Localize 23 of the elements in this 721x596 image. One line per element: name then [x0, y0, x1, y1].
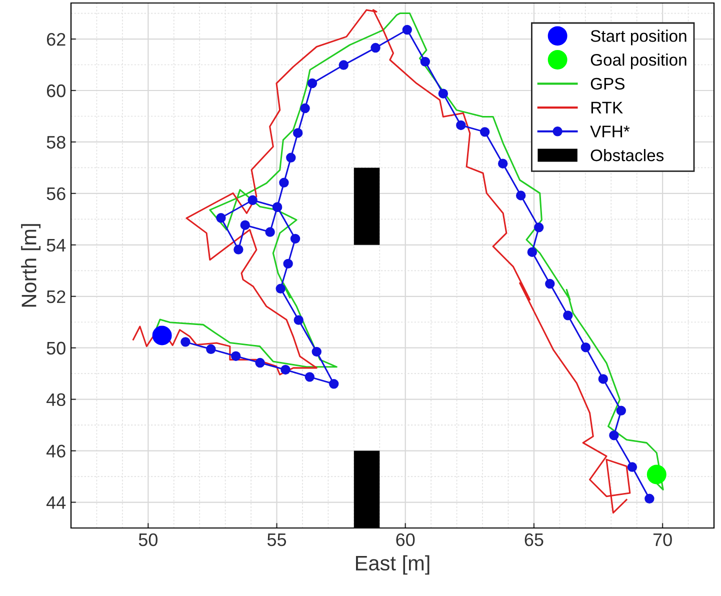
y-tick-label: 60	[46, 84, 66, 98]
y-tick-label: 50	[46, 342, 66, 355]
x-tick-label: 50	[138, 533, 158, 546]
legend-label: Obstacles	[590, 149, 664, 162]
y-axis-title: North [m]	[21, 224, 40, 307]
y-tick-label: 46	[46, 444, 66, 458]
x-tick-label: 60	[396, 533, 415, 546]
legend-label: Start position	[590, 30, 686, 46]
legend-label: VFH*	[590, 126, 630, 138]
y-tick-label: 48	[46, 393, 66, 406]
y-tick-label: 56	[46, 187, 66, 200]
legend-label: Goal position	[590, 54, 686, 70]
x-tick-label: 65	[524, 533, 544, 546]
y-tick-label: 58	[46, 136, 66, 149]
y-tick-label: 54	[46, 239, 66, 252]
y-tick-label: 44	[46, 496, 66, 509]
x-axis-title: East [m]	[356, 555, 430, 575]
x-tick-label: 70	[653, 533, 672, 546]
legend-label: RTK	[591, 102, 623, 114]
y-tick-label: 62	[46, 32, 66, 46]
legend-label: GPS	[590, 78, 624, 90]
x-tick-label: 55	[267, 534, 286, 546]
y-tick-label: 52	[46, 290, 66, 304]
